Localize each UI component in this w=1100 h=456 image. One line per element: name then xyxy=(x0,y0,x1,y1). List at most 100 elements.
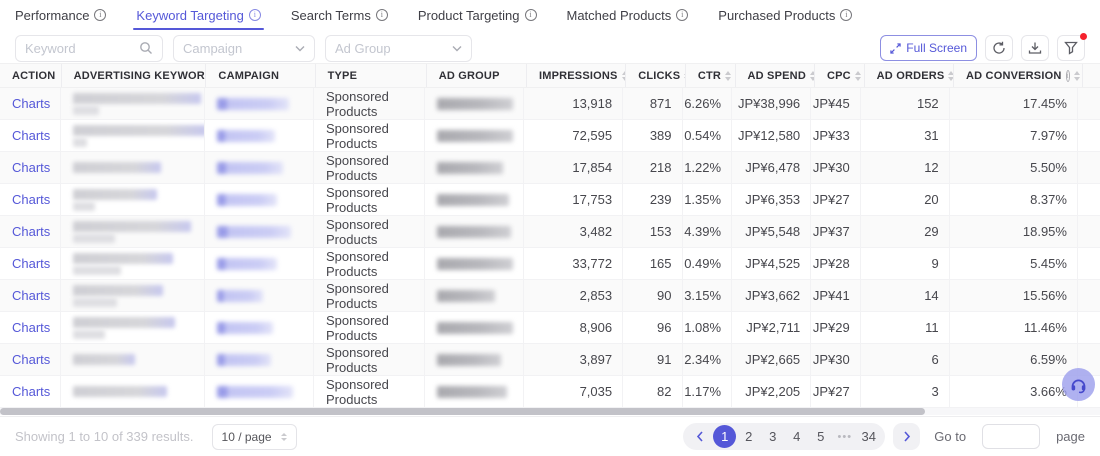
page-number-3[interactable]: 3 xyxy=(769,429,777,444)
cell-campaign xyxy=(205,88,315,119)
charts-link[interactable]: Charts xyxy=(12,224,51,239)
cell-ctr: 4.39% xyxy=(683,216,733,247)
keyword-redacted xyxy=(73,386,168,397)
page-number-5[interactable]: 5 xyxy=(817,429,825,444)
cell-cpc: JP¥33 xyxy=(811,120,861,151)
table-row: Charts Sponsored Products 17,753 239 1.35% JP… xyxy=(0,184,1100,216)
charts-link[interactable]: Charts xyxy=(12,352,51,367)
sort-desc-icon xyxy=(725,76,732,81)
header-cell-ctr[interactable]: CTR xyxy=(686,64,736,87)
type-label: Sponsored Products xyxy=(326,120,389,151)
adgroup-redacted xyxy=(436,97,513,110)
adgroup-redacted xyxy=(436,129,514,142)
page-number-1[interactable]: 1 xyxy=(713,425,737,448)
charts-link[interactable]: Charts xyxy=(12,96,51,111)
cell-ctr: 0.54% xyxy=(683,120,733,151)
adgroup-redacted xyxy=(436,161,503,174)
fullscreen-button[interactable]: Full Screen xyxy=(880,35,977,61)
cell-type: Sponsored Products xyxy=(314,312,425,343)
page-size-value: 10 / page xyxy=(221,429,272,444)
adgroup-redacted xyxy=(436,321,514,334)
campaign-redacted xyxy=(217,289,264,302)
cell-ad_conversion: 5.45% xyxy=(950,248,1078,279)
sort-carets[interactable] xyxy=(680,70,685,81)
tab-search-terms[interactable]: Search Terms i xyxy=(291,0,388,30)
sort-carets[interactable] xyxy=(1070,70,1080,81)
charts-link[interactable]: Charts xyxy=(12,192,51,207)
cell-ad_spend: JP¥4,525 xyxy=(732,248,812,279)
adgroup-redacted xyxy=(436,225,511,238)
page-number-34[interactable]: 34 xyxy=(861,429,877,444)
tab-performance[interactable]: Performance i xyxy=(15,0,107,30)
tab-keyword-targeting[interactable]: Keyword Targeting i xyxy=(133,0,265,30)
page-number-2[interactable]: 2 xyxy=(745,429,753,444)
sort-carets[interactable] xyxy=(721,70,732,81)
sort-desc-icon xyxy=(948,76,953,81)
charts-link[interactable]: Charts xyxy=(12,288,51,303)
header-cell-ad_conversion[interactable]: AD CONVERSION i xyxy=(954,64,1083,87)
keyword-redacted xyxy=(73,92,202,115)
adgroup-redacted xyxy=(436,353,501,366)
keyword-input[interactable] xyxy=(25,40,139,56)
header-cell-campaign: CAMPAIGN xyxy=(206,64,316,87)
horizontal-scrollbar[interactable] xyxy=(0,408,1100,415)
campaign-select[interactable]: Campaign xyxy=(173,34,315,62)
keyword-redacted xyxy=(73,252,174,275)
sort-desc-icon xyxy=(854,76,861,81)
page-number-4[interactable]: 4 xyxy=(793,429,801,444)
keyword-redacted xyxy=(73,124,205,147)
horizontal-scrollbar-thumb[interactable] xyxy=(0,408,925,415)
redacted-text-bar xyxy=(73,265,122,275)
sort-carets[interactable] xyxy=(944,70,953,81)
info-icon: i xyxy=(375,9,388,21)
cell-filler xyxy=(1078,184,1100,215)
cell-ad-group xyxy=(425,216,525,247)
tab-purchased-products[interactable]: Purchased Products i xyxy=(718,0,853,30)
page-size-select[interactable]: 10 / page xyxy=(211,423,297,450)
cell-impressions: 7,035 xyxy=(524,376,624,407)
cell-ad_spend: JP¥12,580 xyxy=(732,120,812,151)
cell-action: Charts xyxy=(0,376,62,407)
support-fab[interactable] xyxy=(1062,368,1095,401)
goto-page-input[interactable] xyxy=(982,424,1041,449)
sort-carets[interactable] xyxy=(851,70,861,81)
download-icon xyxy=(1028,41,1042,55)
cell-keyword xyxy=(61,152,206,183)
tab-product-targeting[interactable]: Product Targeting i xyxy=(418,0,537,30)
header-cell-clicks[interactable]: CLICKS xyxy=(626,64,686,87)
filter-button[interactable] xyxy=(1057,33,1087,61)
header-cell-ad_spend[interactable]: AD SPEND xyxy=(736,64,815,87)
sort-asc-icon xyxy=(725,70,732,75)
sort-carets[interactable] xyxy=(806,70,814,81)
search-icon xyxy=(139,41,153,55)
cell-campaign xyxy=(205,248,315,279)
cell-ctr: 1.17% xyxy=(683,376,733,407)
redacted-text-bar xyxy=(73,162,162,173)
tab-matched-products[interactable]: Matched Products i xyxy=(567,0,689,30)
header-label: ADVERTISING KEYWORD xyxy=(73,69,207,82)
campaign-redacted xyxy=(217,353,272,366)
keyword-search-box[interactable] xyxy=(15,34,163,62)
charts-link[interactable]: Charts xyxy=(12,320,51,335)
charts-link[interactable]: Charts xyxy=(12,384,51,399)
cell-action: Charts xyxy=(0,120,62,151)
charts-link[interactable]: Charts xyxy=(12,256,51,271)
sort-carets[interactable] xyxy=(618,70,626,81)
next-page-button[interactable] xyxy=(893,423,921,450)
tab-label: Product Targeting xyxy=(417,7,520,23)
cell-ad_conversion: 17.45% xyxy=(950,88,1078,119)
table-row: Charts Sponsored Products 17,854 218 1.22% JP… xyxy=(0,152,1100,184)
cell-ad_orders: 11 xyxy=(861,312,950,343)
page-list: 1 2 3 4 5 ••• 34 xyxy=(683,423,886,450)
header-label: TYPE xyxy=(327,69,358,82)
header-cell-impressions[interactable]: IMPRESSIONS xyxy=(527,64,627,87)
header-label: AD SPEND xyxy=(747,69,806,82)
header-cell-ad_orders[interactable]: AD ORDERS xyxy=(865,64,954,87)
previous-page-button[interactable] xyxy=(688,425,712,448)
adgroup-select[interactable]: Ad Group xyxy=(325,34,472,62)
charts-link[interactable]: Charts xyxy=(12,128,51,143)
charts-link[interactable]: Charts xyxy=(12,160,51,175)
header-cell-cpc[interactable]: CPC xyxy=(815,64,865,87)
refresh-button[interactable] xyxy=(985,35,1013,61)
download-button[interactable] xyxy=(1021,35,1049,61)
